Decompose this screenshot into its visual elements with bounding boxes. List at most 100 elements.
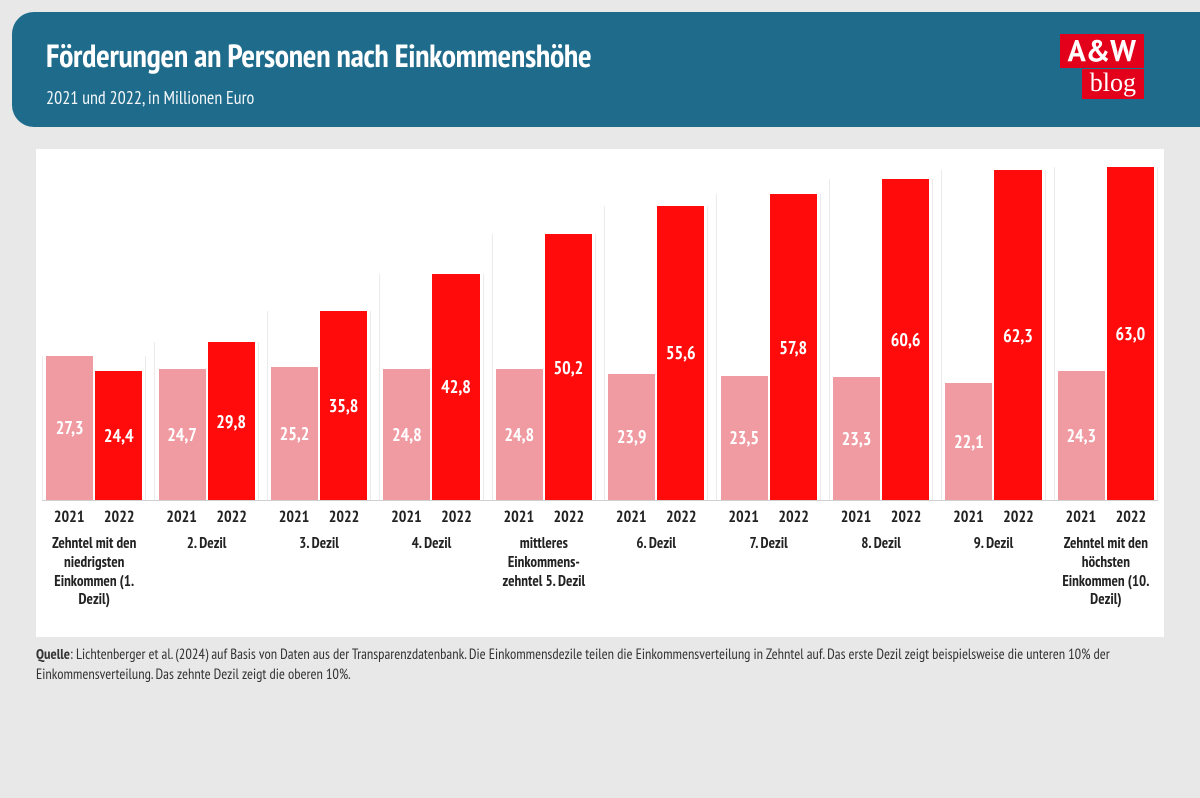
year-label: 2021 — [1057, 507, 1105, 527]
bar-value-label: 50,2 — [554, 356, 584, 379]
bar-value-label: 35,8 — [329, 394, 359, 417]
category-label: 9. Dezil — [941, 535, 1045, 610]
bar-2021: 23,5 — [721, 376, 768, 500]
bar-value-label: 62,3 — [1003, 324, 1033, 347]
bar-2022: 24,4 — [95, 371, 142, 500]
bar-group: 24,7 29,8 — [154, 342, 258, 500]
category-label: Zehntel mit den höchsten Einkommen (10. … — [1054, 535, 1158, 610]
year-label-pair: 20212022 — [604, 507, 708, 527]
bar-chart: 27,3 24,4 24,7 29,8 25,2 35,8 24,8 42,8 24,8 50,2… — [36, 149, 1164, 637]
year-label: 2022 — [770, 507, 818, 527]
bar-value-label: 42,8 — [441, 375, 471, 398]
bar-group: 24,8 50,2 — [492, 234, 596, 500]
year-label: 2022 — [432, 507, 480, 527]
source-prefix: Quelle — [36, 645, 70, 664]
bar-2022: 57,8 — [770, 194, 817, 500]
bar-value-label: 25,2 — [280, 422, 310, 445]
bar-group: 23,5 57,8 — [716, 194, 820, 500]
bar-group: 24,8 42,8 — [379, 274, 483, 501]
year-label-pair: 20212022 — [492, 507, 596, 527]
year-label: 2021 — [495, 507, 543, 527]
source-note: Quelle: Lichtenberger et al. (2024) auf … — [36, 645, 1164, 684]
bar-2022: 50,2 — [545, 234, 592, 500]
year-label-pair: 20212022 — [941, 507, 1045, 527]
year-label: 2022 — [320, 507, 368, 527]
year-label: 2021 — [832, 507, 880, 527]
bar-2021: 24,7 — [159, 369, 206, 500]
chart-category-axis: Zehntel mit den niedrigsten Einkommen (1… — [42, 535, 1158, 610]
bar-value-label: 24,4 — [104, 424, 134, 447]
year-label-pair: 20212022 — [267, 507, 371, 527]
bar-group: 23,3 60,6 — [829, 179, 933, 500]
header-text-block: Förderungen an Personen nach Einkommensh… — [46, 34, 591, 109]
bar-value-label: 27,3 — [56, 416, 84, 439]
category-label: 2. Dezil — [154, 535, 258, 610]
category-label: Zehntel mit den niedrigsten Einkommen (1… — [42, 535, 146, 610]
bar-2022: 29,8 — [208, 342, 255, 500]
source-text: : Lichtenberger et al. (2024) auf Basis … — [36, 645, 1110, 684]
year-label: 2022 — [994, 507, 1042, 527]
category-label: 6. Dezil — [604, 535, 708, 610]
bar-value-label: 23,5 — [729, 426, 759, 449]
category-label: 8. Dezil — [829, 535, 933, 610]
bar-group: 22,1 62,3 — [941, 170, 1045, 500]
bar-2021: 24,8 — [383, 369, 430, 500]
bar-value-label: 24,7 — [167, 423, 197, 446]
bar-group: 27,3 24,4 — [42, 356, 146, 500]
bar-value-label: 29,8 — [216, 410, 246, 433]
year-label: 2021 — [607, 507, 655, 527]
bar-2022: 62,3 — [994, 170, 1041, 500]
year-label: 2022 — [95, 507, 143, 527]
bar-value-label: 57,8 — [779, 336, 807, 359]
bar-group: 23,9 55,6 — [604, 206, 708, 500]
bar-2021: 22,1 — [945, 383, 992, 500]
year-label: 2021 — [944, 507, 992, 527]
bar-value-label: 55,6 — [666, 341, 696, 364]
bar-2022: 63,0 — [1107, 167, 1154, 500]
bar-2021: 24,8 — [496, 369, 543, 500]
chart-subtitle: 2021 und 2022, in Millionen Euro — [46, 86, 591, 109]
chart-title: Förderungen an Personen nach Einkommensh… — [46, 34, 591, 76]
year-label: 2022 — [657, 507, 705, 527]
year-label-pair: 20212022 — [154, 507, 258, 527]
year-label-pair: 20212022 — [42, 507, 146, 527]
category-label: 7. Dezil — [716, 535, 820, 610]
year-label: 2021 — [270, 507, 318, 527]
bar-value-label: 22,1 — [954, 430, 984, 453]
logo-top-text: A&W — [1060, 34, 1144, 68]
chart-header: Förderungen an Personen nach Einkommensh… — [12, 12, 1200, 127]
bar-2021: 23,3 — [833, 377, 880, 500]
year-label: 2022 — [208, 507, 256, 527]
chart-year-axis: 2021202220212022202120222021202220212022… — [42, 507, 1158, 527]
category-label: 4. Dezil — [379, 535, 483, 610]
year-label: 2022 — [1107, 507, 1155, 527]
year-label: 2021 — [382, 507, 430, 527]
logo: A&W blog — [1060, 34, 1172, 99]
category-label: 3. Dezil — [267, 535, 371, 610]
year-label-pair: 20212022 — [716, 507, 820, 527]
bar-value-label: 63,0 — [1116, 322, 1146, 345]
bar-2021: 23,9 — [608, 374, 655, 500]
logo-bottom-text: blog — [1082, 69, 1144, 99]
bar-value-label: 24,3 — [1066, 424, 1096, 447]
category-label: mittleres Einkommens-zehntel 5. Dezil — [492, 535, 596, 610]
year-label: 2022 — [882, 507, 930, 527]
bar-value-label: 60,6 — [891, 328, 921, 351]
bar-value-label: 23,3 — [842, 427, 872, 450]
bar-2022: 60,6 — [882, 179, 929, 500]
bar-2022: 42,8 — [432, 274, 479, 501]
bar-value-label: 23,9 — [617, 425, 647, 448]
bar-2022: 55,6 — [657, 206, 704, 500]
bar-group: 25,2 35,8 — [267, 311, 371, 500]
bar-2021: 25,2 — [271, 367, 318, 500]
year-label-pair: 20212022 — [379, 507, 483, 527]
bar-value-label: 24,8 — [392, 423, 422, 446]
year-label-pair: 20212022 — [1054, 507, 1158, 527]
bar-group: 24,3 63,0 — [1054, 167, 1158, 500]
year-label: 2021 — [158, 507, 206, 527]
chart-plot-area: 27,3 24,4 24,7 29,8 25,2 35,8 24,8 42,8 24,8 50,2… — [42, 157, 1158, 501]
bar-2021: 24,3 — [1058, 371, 1105, 500]
year-label-pair: 20212022 — [829, 507, 933, 527]
bar-2022: 35,8 — [320, 311, 367, 500]
year-label: 2022 — [545, 507, 593, 527]
